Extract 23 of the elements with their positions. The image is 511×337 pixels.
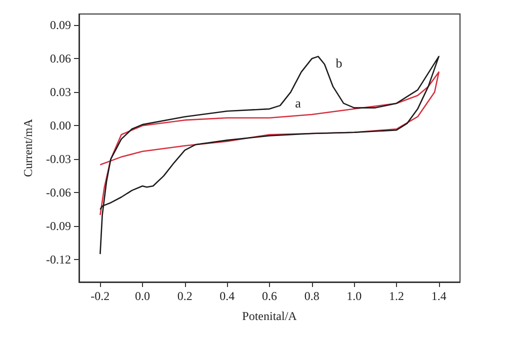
x-axis-title: Potenital/A [242, 309, 298, 323]
x-tick-label: 1.2 [389, 289, 404, 303]
y-axis-title: Current/mA [21, 118, 35, 177]
x-tick-label: 0.4 [220, 289, 235, 303]
line-series [100, 56, 440, 255]
y-tick-label: 0.06 [50, 52, 71, 66]
y-tick-label: -0.12 [46, 252, 71, 267]
y-tick-label: 0.03 [50, 85, 71, 100]
x-tick-label: 1.0 [346, 289, 362, 303]
x-tick-label: 0.6 [262, 289, 277, 303]
annotation: a [295, 96, 302, 110]
x-tick-label: 0.8 [304, 289, 320, 303]
annotation: b [336, 56, 342, 70]
x-tick-label: 1.4 [431, 289, 446, 303]
y-tick-label: -0.06 [46, 186, 71, 200]
y-tick-label: 0.00 [50, 118, 71, 133]
x-tick-label: -0.2 [90, 289, 110, 303]
x-tick-label: 0.2 [177, 289, 192, 303]
line-series [100, 71, 440, 216]
x-tick-label: 0.0 [135, 289, 150, 303]
y-tick-label: -0.03 [46, 152, 71, 166]
y-tick-label: -0.09 [46, 219, 71, 234]
y-tick-label: 0.09 [50, 18, 71, 32]
